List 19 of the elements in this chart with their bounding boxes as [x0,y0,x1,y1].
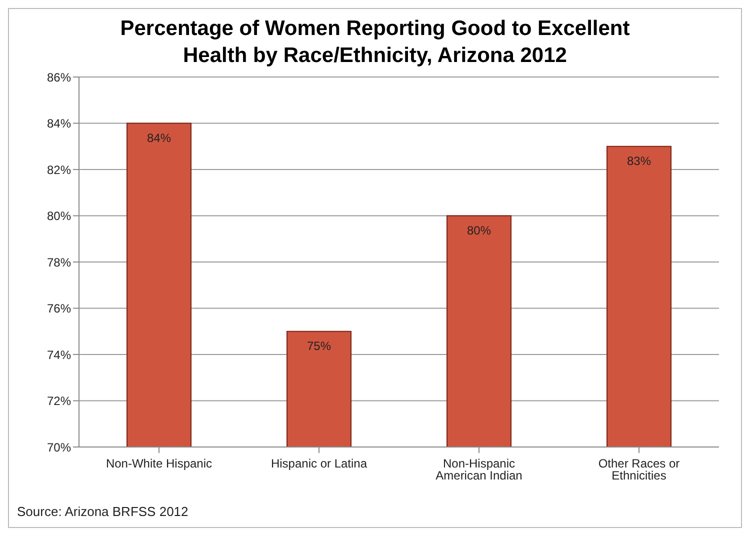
y-tick-label: 86% [46,70,72,84]
x-tick-label: Hispanic or Latina [270,456,368,471]
data-label: 80% [466,223,492,238]
y-tick-label: 70% [46,440,72,454]
y-tick-label: 78% [46,255,72,270]
y-tick-label: 72% [46,394,72,408]
source-note: Source: Arizona BRFSS 2012 [17,504,188,519]
y-tick-label: 74% [46,348,72,362]
x-tick-label: Non-Hispanic American Indian [436,456,522,483]
y-tick-label: 84% [46,116,72,131]
data-label: 75% [306,338,332,353]
x-tick-label: Other Races or Ethnicities [598,456,680,483]
chart-title: Percentage of Women Reporting Good to Excellent Health by Race/Ethnicity, Arizona 2012 [119,16,631,69]
x-tick-label: Non-White Hispanic [106,456,212,471]
data-label: 83% [626,154,652,168]
y-tick-label: 82% [46,162,72,177]
y-tick-label: 80% [46,209,72,224]
y-tick-label: 76% [46,302,72,316]
data-label: 84% [146,130,172,145]
